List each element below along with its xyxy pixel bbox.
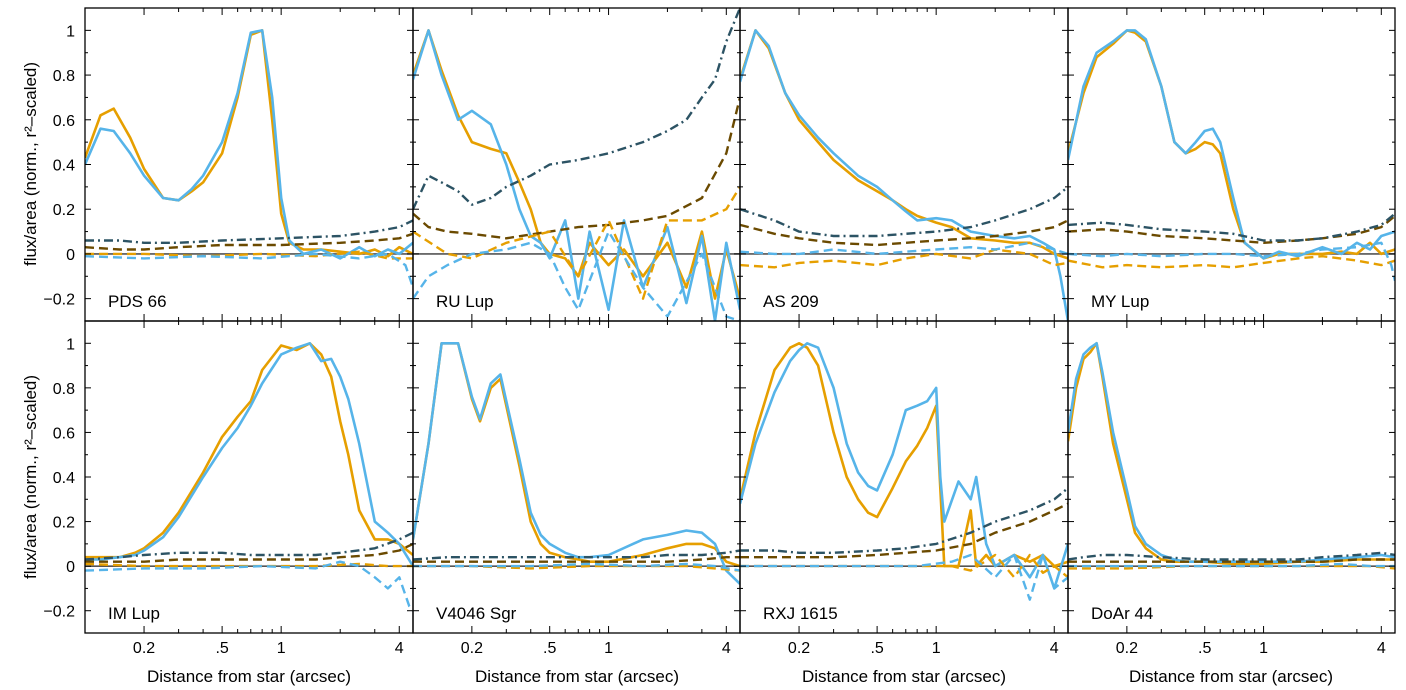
series-dark_orange-dashed-ru-lup (413, 97, 740, 240)
x-tick-label: .5 (215, 640, 228, 657)
y-tick-label: 0.2 (53, 515, 75, 532)
x-tick-label: .5 (1198, 640, 1211, 657)
series-blue-solid-as-209 (740, 29, 1068, 321)
series-dark_blue-dashdot-pds-66 (85, 219, 413, 245)
y-tick-label: 0.2 (53, 202, 75, 219)
series-blue-dashed-ru-lup (413, 230, 740, 321)
x-tick-label: 1 (1259, 640, 1268, 657)
x-tick-label: 0.2 (1116, 640, 1138, 657)
series-dark_blue-dashdot-rxj-1615 (740, 487, 1068, 554)
series-blue-dashed-v4046-sgr (413, 562, 740, 572)
panel-frame-pds-66 (84, 7, 414, 322)
series-orange-solid-v4046-sgr (413, 341, 740, 568)
x-tick-label: 4 (722, 640, 731, 657)
series-blue-dashed-doar-44 (1068, 562, 1395, 568)
series-dark_blue-dashdot-as-209 (740, 185, 1068, 238)
series-blue-dashed-my-lup (1068, 241, 1395, 282)
y-tick-label: 0.6 (53, 113, 75, 130)
series-blue-solid-my-lup (1068, 29, 1395, 260)
plot-area-as-209 (740, 29, 1068, 321)
plot-area-doar-44 (1068, 341, 1395, 570)
series-blue-solid-ru-lup (413, 29, 740, 321)
plot-area-ru-lup (413, 8, 740, 321)
series-dark_blue-dashdot-ru-lup (413, 8, 740, 210)
panel-title-my-lup: MY Lup (1091, 292, 1149, 311)
series-blue-solid-v4046-sgr (413, 341, 740, 585)
series-orange-dashed-as-209 (740, 248, 1068, 269)
series-blue-dashed-pds-66 (85, 252, 413, 288)
series-dark_orange-dashed-my-lup (1068, 214, 1395, 245)
series-orange-solid-as-209 (740, 29, 1068, 260)
panel-frame-my-lup (1067, 7, 1396, 322)
y-tick-label: 0.4 (53, 158, 75, 175)
panel-frame-im-lup (84, 320, 414, 634)
series-orange-solid-my-lup (1068, 29, 1395, 260)
series-dark_orange-dashed-rxj-1615 (740, 502, 1068, 559)
series-blue-solid-doar-44 (1068, 341, 1395, 564)
series-blue-solid-pds-66 (85, 29, 413, 260)
panel-title-rxj-1615: RXJ 1615 (763, 604, 838, 623)
panel-title-im-lup: IM Lup (108, 604, 160, 623)
series-blue-solid-im-lup (85, 341, 413, 567)
series-dark_blue-dashdot-my-lup (1068, 212, 1395, 242)
y-axis-label-top: flux/area (norm., r²–scaled) (21, 62, 40, 266)
y-tick-label: 0 (66, 559, 75, 576)
y-tick-label: −0.2 (43, 604, 75, 621)
series-orange-solid-ru-lup (413, 29, 740, 300)
plot-area-rxj-1615 (740, 341, 1068, 601)
series-orange-solid-pds-66 (85, 29, 413, 258)
series-orange-solid-im-lup (85, 341, 413, 559)
series-dark_orange-dashed-im-lup (85, 542, 413, 563)
x-tick-label: 4 (1377, 640, 1386, 657)
x-axis-label-2: Distance from star (arcsec) (475, 667, 679, 686)
y-tick-label: 0.6 (53, 425, 75, 442)
x-tick-label: 0.2 (133, 640, 155, 657)
panel-title-doar-44: DoAr 44 (1091, 604, 1153, 623)
y-tick-label: 0.8 (53, 68, 75, 85)
series-dark_blue-dashdot-doar-44 (1068, 551, 1395, 561)
plot-area-v4046-sgr (413, 341, 740, 585)
panel-frame-v4046-sgr (412, 320, 741, 634)
x-tick-label: .5 (870, 640, 883, 657)
panel-frame-rxj-1615 (739, 320, 1069, 634)
y-tick-label: 0.8 (53, 381, 75, 398)
x-axis-label-1: Distance from star (arcsec) (147, 667, 351, 686)
y-tick-label: 1 (66, 23, 75, 40)
x-tick-label: 4 (1050, 640, 1059, 657)
panel-frame-as-209 (739, 7, 1069, 322)
x-tick-label: 1 (932, 640, 941, 657)
panel-title-v4046-sgr: V4046 Sgr (436, 604, 517, 623)
panel-title-as-209: AS 209 (763, 292, 819, 311)
plot-area-my-lup (1068, 29, 1395, 282)
series-orange-dashed-my-lup (1068, 255, 1395, 269)
x-axis-label-3: Distance from star (arcsec) (802, 667, 1006, 686)
series-blue-dashed-rxj-1615 (740, 553, 1068, 601)
x-tick-label: 0.2 (461, 640, 483, 657)
series-dark_orange-dashed-as-209 (740, 219, 1068, 247)
plot-area-pds-66 (85, 29, 413, 288)
series-dark_blue-dashdot-v4046-sgr (413, 549, 740, 561)
panel-title-pds-66: PDS 66 (108, 292, 167, 311)
series-orange-dashed-ru-lup (413, 186, 740, 300)
series-dark_orange-dashed-pds-66 (85, 232, 413, 251)
x-tick-label: .5 (543, 640, 556, 657)
series-orange-dashed-rxj-1615 (740, 553, 1068, 579)
y-tick-label: 0.4 (53, 470, 75, 487)
x-tick-label: 1 (277, 640, 286, 657)
panel-frame-doar-44 (1067, 320, 1396, 634)
x-tick-label: 4 (395, 640, 404, 657)
series-blue-dashed-as-209 (740, 241, 1068, 256)
y-axis-label-bottom: flux/area (norm., r²–scaled) (21, 375, 40, 579)
y-tick-label: −0.2 (43, 292, 75, 309)
panel-title-ru-lup: RU Lup (436, 292, 494, 311)
x-tick-label: 0.2 (788, 640, 810, 657)
x-tick-label: 1 (604, 640, 613, 657)
y-tick-label: 0 (66, 247, 75, 264)
plot-area-im-lup (85, 341, 413, 612)
y-tick-label: 1 (66, 336, 75, 353)
x-axis-label-4: Distance from star (arcsec) (1129, 667, 1333, 686)
series-orange-solid-rxj-1615 (740, 341, 1068, 568)
